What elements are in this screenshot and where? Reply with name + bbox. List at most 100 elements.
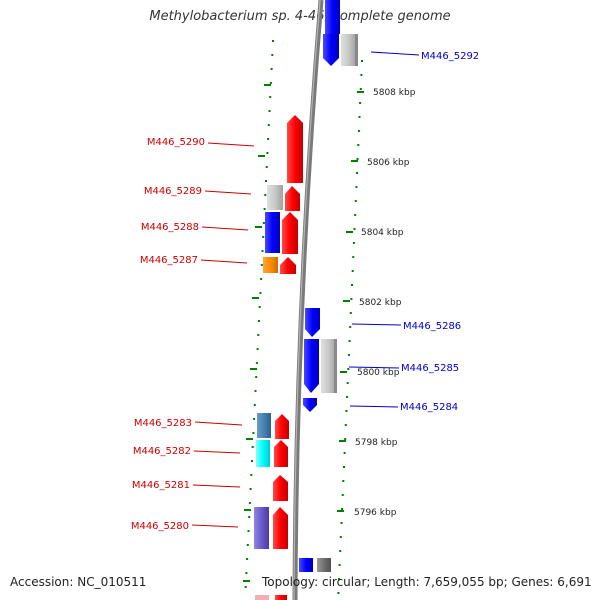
tick-label: 5806 kbp [367,158,410,168]
ruler-dot [356,158,359,160]
ruler-dot [264,194,267,196]
gene-arrow-forward[interactable] [273,507,288,549]
ruler-dot [341,508,344,510]
ruler-dot [343,466,345,468]
ruler-dot [255,362,258,364]
tick-label: 5808 kbp [373,88,416,98]
gene-cds-block[interactable] [265,212,280,253]
gene-cds-block[interactable] [255,595,269,600]
gene-cds-block[interactable] [254,507,269,549]
gene-label[interactable]: M446_5290 [147,137,205,148]
ruler-dot [354,214,357,216]
gene-cds-block-edge [334,339,337,393]
ruler-dot [361,60,363,62]
ruler-dot [270,68,273,70]
ruler-dot [339,536,342,538]
gene-cds-block[interactable] [256,440,270,467]
gene-label[interactable]: M446_5288 [141,222,199,233]
gene-label[interactable]: M446_5282 [133,446,191,457]
ruler-right-dotted-line [337,60,364,594]
ruler-dot [360,74,363,76]
ruler-dot [353,228,356,230]
gene-label[interactable]: M446_5283 [134,418,192,429]
gene-arrow-forward[interactable] [282,212,298,254]
gene-arrow-forward[interactable] [275,414,289,439]
ruler-dot [262,236,265,238]
genome-summary-text: Topology: circular; Length: 7,659,055 bp… [262,575,592,589]
gene-cds-block-edge [355,34,358,66]
ruler-dot [255,376,258,378]
ruler-dot [251,460,253,462]
gene-arrow-forward[interactable] [280,257,296,274]
ruler-dot [262,222,265,224]
gene-cds-block[interactable] [341,34,356,66]
leader-line [193,450,241,454]
ruler-dot [355,186,358,188]
gene-label[interactable]: M446_5289 [144,186,202,197]
gene-labels: M446_5292 M446_5290 M446_5289 M446_5288 M446… [131,51,479,532]
gene-cds-block[interactable] [317,558,331,572]
gene-label[interactable]: M446_5281 [132,480,190,491]
ruler-dot [354,200,357,202]
accession-text: Accession: NC_010511 [10,575,147,589]
ruler-tick-labels: 5808 kbp 5806 kbp 5804 kbp 5802 kbp 5800 kbp… [354,88,416,518]
ruler-dot [271,54,274,56]
gene-arrow-reverse[interactable] [303,398,317,412]
ruler-tick [244,509,251,511]
map-title: Methylobacterium sp. 4-46, complete geno… [149,9,451,24]
gene-arrow-reverse[interactable] [305,308,320,337]
ruler-dot [266,152,269,154]
gene-block-forward[interactable] [275,595,287,600]
gene-arrow-forward[interactable] [285,186,300,211]
gene-cds-block[interactable] [267,185,283,210]
gene-cds-block[interactable] [321,339,336,393]
gene-cds-block[interactable] [257,413,271,438]
gene-block-reverse[interactable] [325,0,340,34]
ruler-dot [253,418,256,420]
gene-label[interactable]: M446_5284 [400,402,458,413]
leader-line [348,366,400,369]
ruler-tick [252,297,259,299]
ruler-dot [268,110,271,112]
leader-line [200,259,248,264]
ruler-dot [267,138,270,140]
leader-line [351,323,402,326]
ruler-dot [251,446,254,448]
leader-line [207,142,255,147]
ruler-dot [338,564,341,566]
ruler-tick [351,160,358,162]
ruler-dot [346,396,349,398]
ruler-dot [347,368,350,370]
ruler-dot [269,82,272,84]
ruler-dot [253,404,256,406]
gene-label[interactable]: M446_5280 [131,521,189,532]
ruler-tick [337,510,344,512]
gene-label[interactable]: M446_5285 [401,363,459,374]
ruler-dot [349,312,352,314]
ruler-dot [261,250,264,252]
gene-arrow-forward[interactable] [274,440,288,467]
gene-arrow-reverse[interactable] [304,339,319,393]
gene-arrow-reverse[interactable] [323,34,339,66]
gene-arrow-forward[interactable] [273,475,288,501]
leader-line [194,421,243,426]
ruler-dot [263,208,266,210]
gene-label[interactable]: M446_5287 [140,255,198,266]
ruler-dot [254,390,257,392]
gene-block-reverse[interactable] [299,558,313,572]
ruler-dot [346,382,349,384]
ruler-dot [245,572,248,574]
gene-cds-block[interactable] [263,257,278,273]
gene-label[interactable]: M446_5286 [403,321,461,332]
gene-arrow-forward[interactable] [287,115,303,183]
gene-label[interactable]: M446_5292 [421,51,479,62]
ruler-dot [338,578,340,580]
ruler-dot [347,354,350,356]
ruler-dot [351,284,353,286]
ruler-dot [252,432,255,434]
gene-features [254,0,358,600]
ruler-tick [258,155,265,157]
leader-line [204,190,252,195]
ruler-tick [243,580,250,582]
ruler-dot [257,334,260,336]
